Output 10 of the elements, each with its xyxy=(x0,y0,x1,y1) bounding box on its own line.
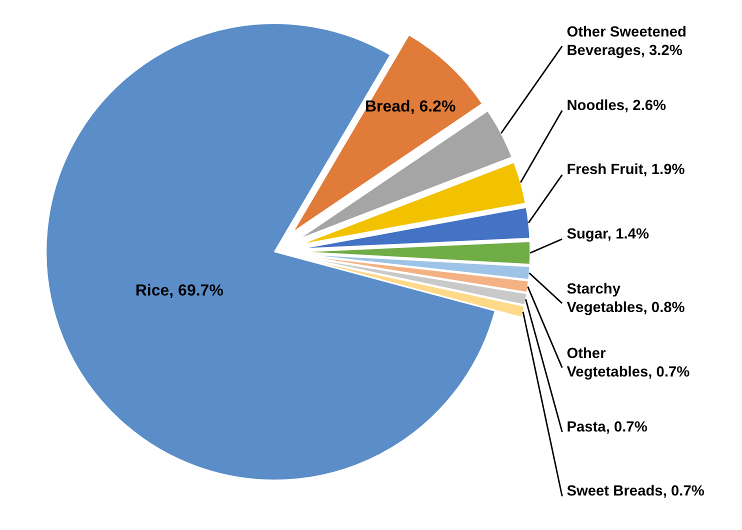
slice-label: Fresh Fruit, 1.9% xyxy=(566,162,685,178)
slice-label: Sweet Breads, 0.7% xyxy=(566,484,704,500)
slice-label: Bread, 6.2% xyxy=(364,98,456,116)
slice-label: Starchy Vegetables, 0.8% xyxy=(566,282,685,316)
slice-label: Other Sweetened Beverages, 3.2% xyxy=(566,24,686,59)
slice-label: Noodles, 2.6% xyxy=(566,98,666,114)
slice-label: Rice, 69.7% xyxy=(135,282,224,300)
slice-label: Other Vegtetables, 0.7% xyxy=(566,346,690,380)
slice-label: Sugar, 1.4% xyxy=(566,226,649,242)
slice-label: Pasta, 0.7% xyxy=(566,419,648,436)
